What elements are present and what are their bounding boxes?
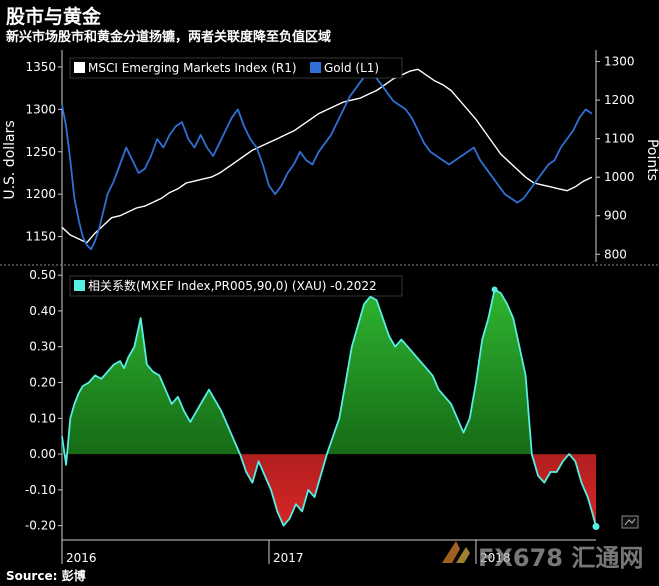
source-label: Source: 彭博 [6,569,86,583]
right-tick-label: 1300 [604,55,635,69]
chart-title: 股市与黄金 [6,6,102,28]
corr-series-line [61,288,597,527]
x-tick-label: 2016 [66,551,97,565]
corr-tick-label: 0.50 [29,268,56,282]
right-tick-label: 1200 [604,93,635,107]
right-tick-label: 800 [604,247,627,261]
corr-tick-label: -0.20 [25,519,56,533]
left-tick-label: 1300 [25,102,56,116]
fx678-logo-icon [442,541,470,563]
x-tick-label: 2018 [480,551,511,565]
watermark-text: FX678 汇通网 [478,544,644,572]
corr-tick-label: 0.30 [29,340,56,354]
corr-tick-label: -0.10 [25,483,56,497]
chart-subtitle: 新兴市场股市和黄金分道扬镳，两者关联度降至负值区域 [6,30,332,45]
gold-legend-swatch [310,62,321,73]
msci-series-line [61,68,593,244]
top-legend: MSCI Emerging Markets Index (R1) Gold (L1… [69,57,403,79]
corr-legend-box [69,275,403,297]
msci-legend-label: MSCI Emerging Markets Index (R1) [88,61,297,75]
right-tick-label: 1000 [604,170,635,184]
corr-legend: 相关系数(MXEF Index,PR005,90,0) (XAU) -0.202… [69,275,403,297]
corr-legend-swatch [74,280,85,291]
corr-tick-label: 0.00 [29,447,56,461]
gold-legend-label: Gold (L1) [324,61,379,75]
msci-legend-swatch [74,62,85,73]
corr-legend-label: 相关系数(MXEF Index,PR005,90,0) (XAU) -0.202… [88,278,377,293]
right-axis-title: Points [644,139,659,181]
left-tick-label: 1150 [25,230,56,244]
left-tick-label: 1250 [25,145,56,159]
corr-negative-area [64,454,596,527]
corr-tick-label: 0.10 [29,411,56,425]
corr-peak-point [491,286,498,293]
left-tick-label: 1350 [25,60,56,74]
x-tick-label: 2017 [273,551,304,565]
left-axis-title: U.S. dollars [2,120,18,199]
left-tick-label: 1200 [25,187,56,201]
right-tick-label: 900 [604,209,627,223]
corr-tick-label: 0.40 [29,304,56,318]
right-tick-label: 1100 [604,132,635,146]
corr-tick-label: 0.20 [29,376,56,390]
gold-series-line [61,70,593,251]
corr-last-point [592,522,600,530]
chart-options-icon [621,515,639,529]
